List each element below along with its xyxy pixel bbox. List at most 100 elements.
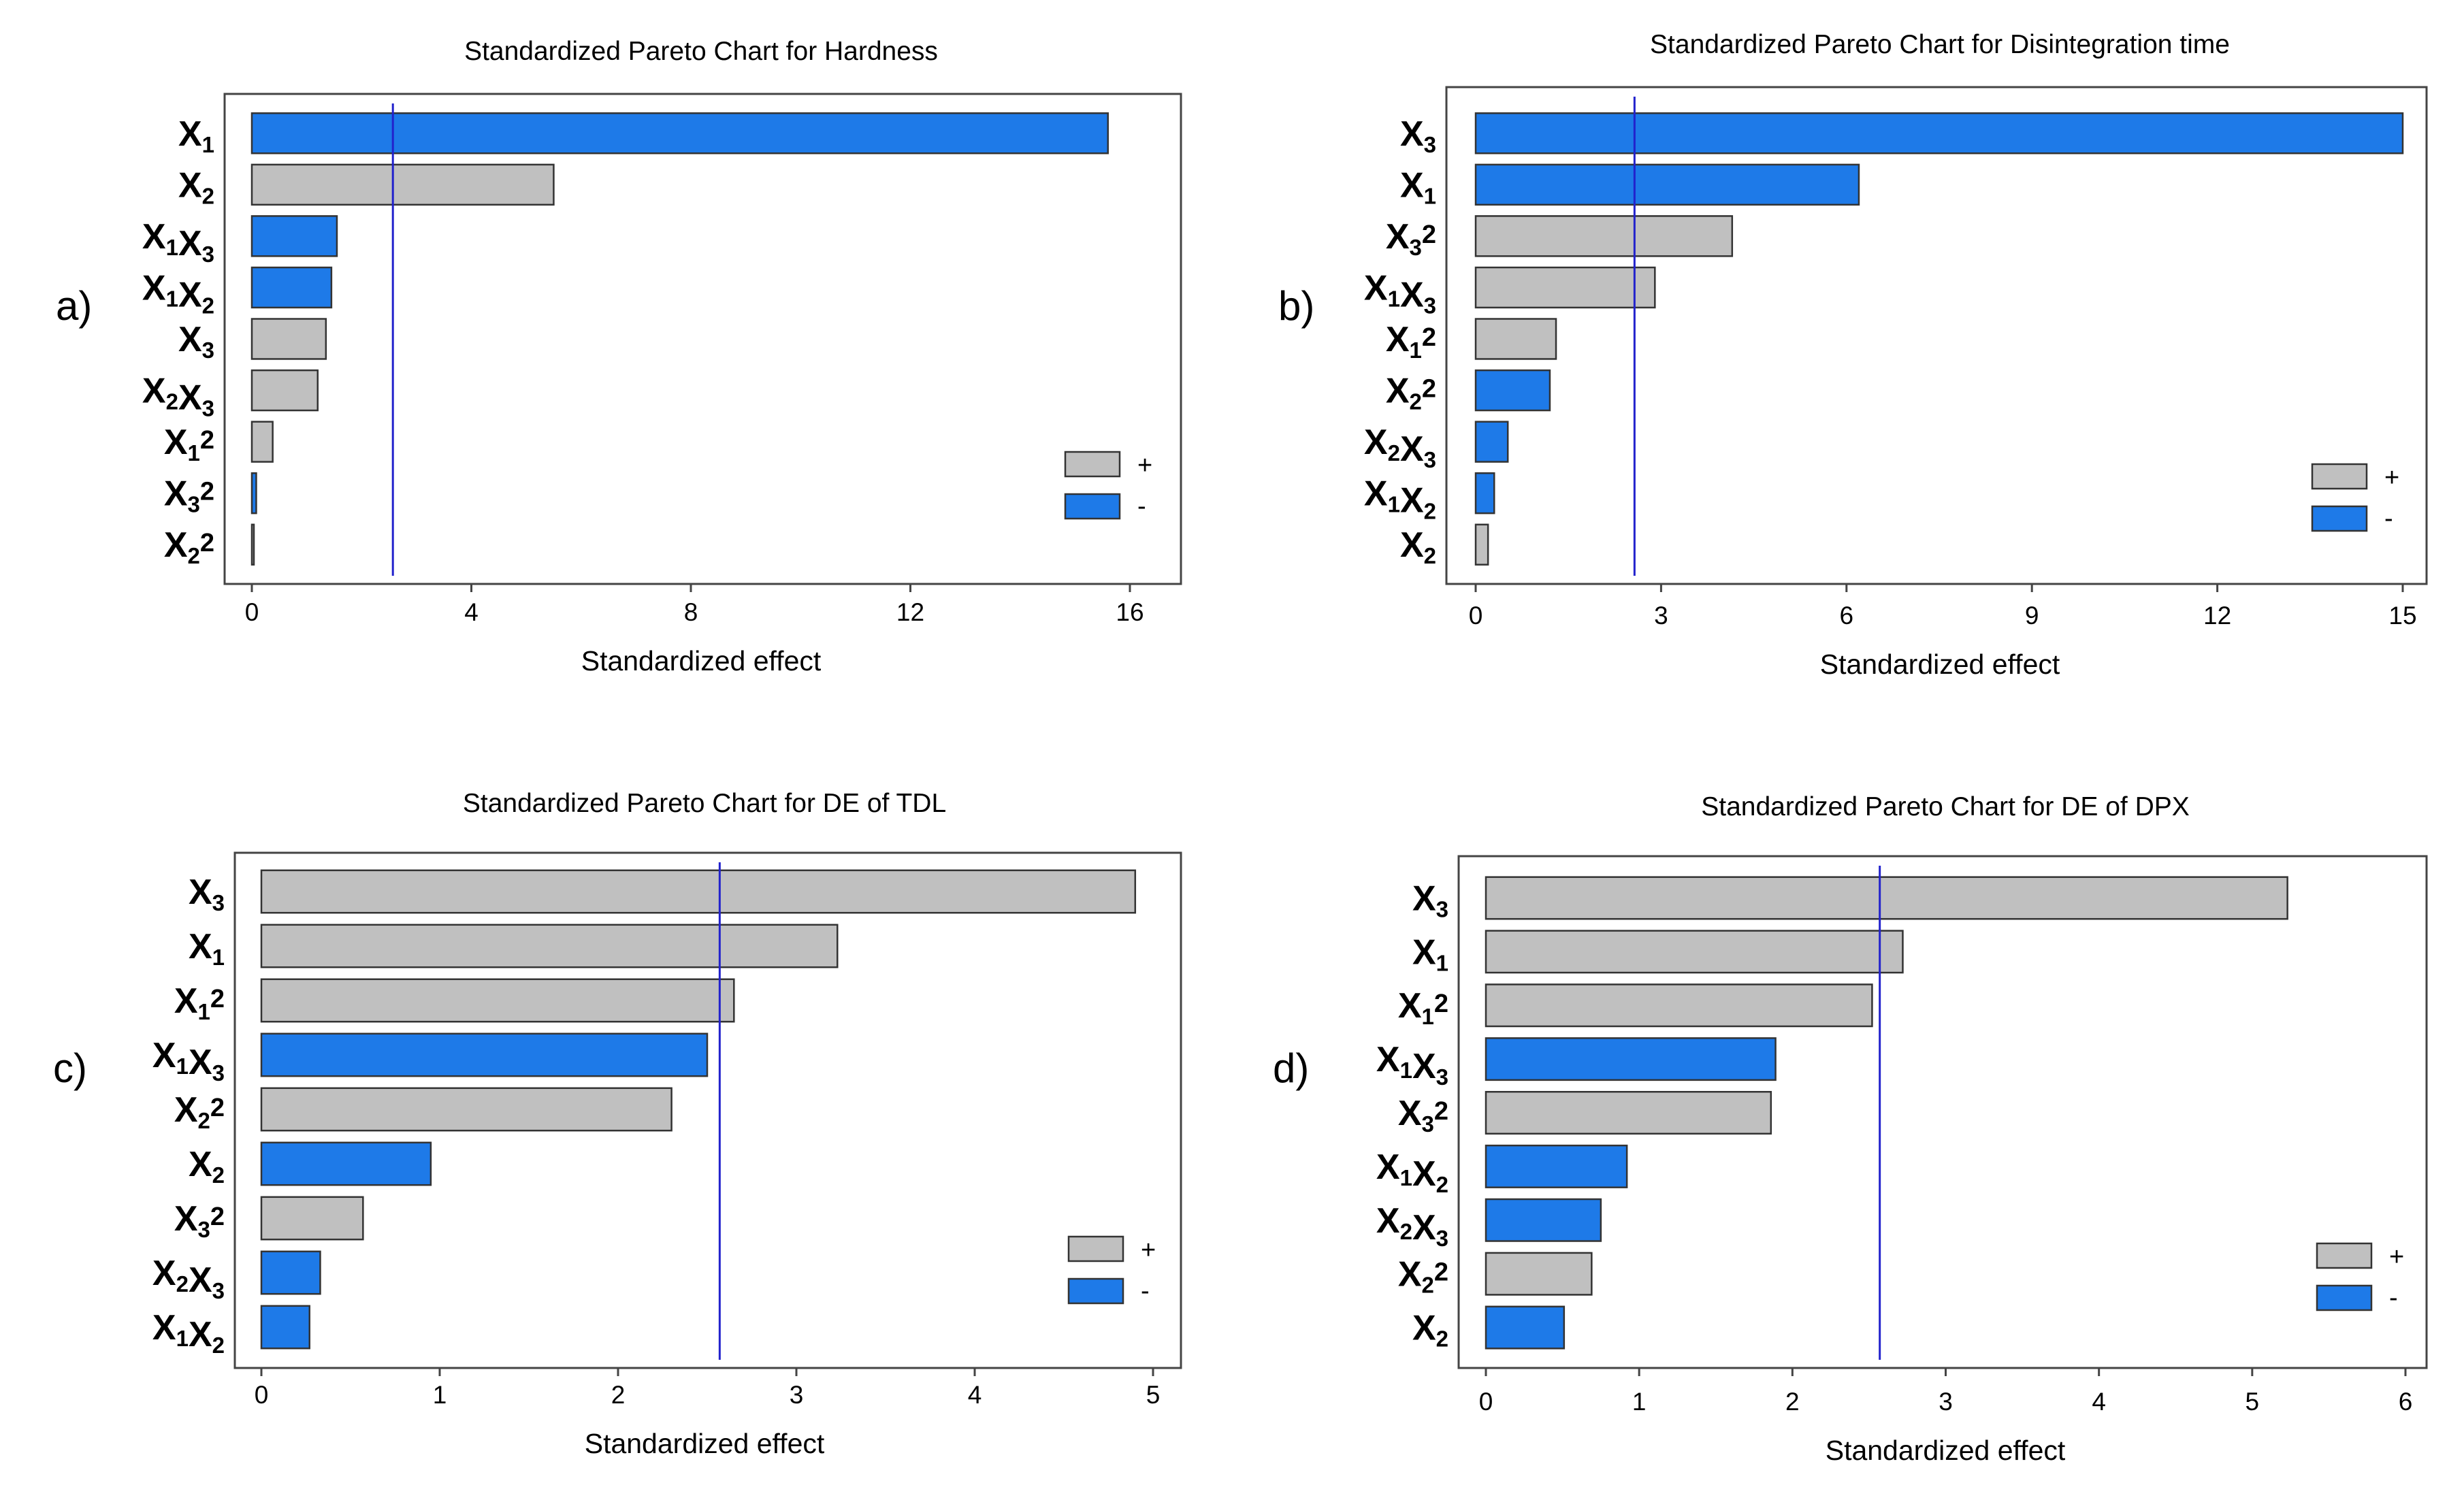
category-label: X12 [1398, 986, 1448, 1029]
chart-title: Standardized Pareto Chart for Disintegra… [1650, 30, 2230, 59]
legend-swatch-positive [1064, 451, 1121, 478]
bar-X1sq2 [260, 978, 735, 1023]
category-label: X1X3 [1364, 268, 1436, 318]
x-tick-label: 0 [1469, 602, 1483, 630]
category-label: X32 [174, 1199, 225, 1242]
x-tick-label: 15 [2388, 602, 2416, 630]
legend-swatch-negative [1064, 493, 1121, 520]
category-label: X12 [1386, 320, 1436, 363]
bar-X1X2 [1474, 472, 1495, 515]
bar-X2 [1474, 523, 1489, 566]
bar-X2X3 [260, 1250, 321, 1295]
category-label: X1X2 [1376, 1147, 1448, 1197]
bar-X2X3 [1485, 1198, 1602, 1242]
category-label: X3 [178, 320, 214, 363]
category-label: X1 [1412, 932, 1448, 975]
category-label: X1X2 [152, 1308, 225, 1358]
bar-X3 [250, 318, 327, 360]
bar-X3 [260, 869, 1137, 914]
x-tick-label: 0 [245, 598, 259, 626]
category-label: X2X3 [142, 372, 214, 421]
bar-X2sq2 [1474, 369, 1551, 412]
bar-X2 [250, 163, 555, 206]
legend-swatch-negative [1067, 1277, 1124, 1305]
legend-swatch-positive [2316, 1242, 2373, 1269]
bar-X1X2 [260, 1305, 310, 1350]
bar-X3sq2 [260, 1196, 364, 1241]
legend-label-negative: - [1137, 492, 1146, 521]
category-label: X32 [1398, 1094, 1448, 1137]
chart-de-dpx: Standardized Pareto Chart for DE of DPX d… [1273, 792, 2428, 1466]
legend-label-negative: - [2384, 504, 2393, 533]
bar-X1X3 [1474, 266, 1656, 309]
chart-title: Standardized Pareto Chart for DE of DPX [1701, 792, 2190, 821]
x-tick-label: 5 [2246, 1388, 2260, 1416]
x-tick-label: 3 [1939, 1388, 1953, 1416]
category-label: X1X3 [1376, 1040, 1448, 1090]
x-tick-label: 0 [255, 1381, 269, 1409]
legend-label-positive: + [1141, 1236, 1156, 1265]
x-tick-label: 9 [2025, 602, 2039, 630]
bar-X2X3 [250, 369, 319, 412]
category-label: X22 [164, 525, 214, 568]
x-tick-label: 0 [1479, 1388, 1493, 1416]
legend-label-negative: - [1141, 1277, 1150, 1305]
legend: +- [2316, 1242, 2404, 1312]
bar-X1 [1485, 930, 1904, 974]
category-label: X1X3 [152, 1036, 225, 1086]
chart-de-tdl: Standardized Pareto Chart for DE of TDL c… [53, 789, 1182, 1459]
chart-title: Standardized Pareto Chart for Hardness [464, 37, 938, 66]
plot-frame [233, 851, 1182, 1369]
x-tick-label: 3 [1654, 602, 1668, 630]
x-tick-label: 6 [1840, 602, 1854, 630]
category-label: X3 [1412, 879, 1448, 922]
x-tick-label: 5 [1146, 1381, 1161, 1409]
bar-X2sq2 [250, 523, 255, 566]
x-tick-label: 6 [2399, 1388, 2413, 1416]
plot-frame [223, 93, 1182, 585]
bar-X1sq2 [1474, 318, 1557, 360]
bar-X1 [1474, 163, 1860, 206]
legend-label-positive: + [2389, 1243, 2404, 1271]
category-label: X2 [1400, 525, 1436, 568]
legend-swatch-positive [2311, 463, 2368, 490]
category-label: X1X2 [1364, 474, 1436, 524]
x-tick-label: 1 [1632, 1388, 1647, 1416]
x-tick-label: 4 [464, 598, 479, 626]
x-tick-label: 2 [611, 1381, 626, 1409]
bar-X1X3 [260, 1032, 709, 1077]
chart-title: Standardized Pareto Chart for DE of TDL [463, 789, 946, 818]
category-label: X22 [174, 1090, 225, 1133]
category-label: X2 [1412, 1309, 1448, 1352]
x-axis-label: Standardized effect [585, 1428, 825, 1459]
chart-disintegration: Standardized Pareto Chart for Disintegra… [1278, 30, 2428, 680]
bar-X1sq2 [1485, 983, 1873, 1028]
bar-X1 [260, 924, 839, 968]
bar-X1 [250, 112, 1109, 154]
bar-X2sq2 [260, 1087, 672, 1132]
x-tick-label: 12 [2203, 602, 2231, 630]
category-label: X3 [189, 873, 225, 915]
category-label: X2X3 [1364, 423, 1436, 472]
category-label: X12 [174, 981, 225, 1024]
category-label: X1X3 [142, 217, 214, 267]
category-label: X1 [1400, 165, 1436, 208]
x-axis-label: Standardized effect [1826, 1435, 2066, 1466]
category-label: X1 [189, 927, 225, 970]
category-label: X32 [1386, 217, 1436, 260]
legend: +- [1067, 1235, 1156, 1305]
bar-X3 [1474, 112, 2404, 154]
x-tick-label: 3 [790, 1381, 804, 1409]
chart-hardness: Standardized Pareto Chart for Hardness a)… [56, 37, 1182, 676]
x-tick-label: 1 [433, 1381, 447, 1409]
x-axis-label: Standardized effect [581, 645, 822, 676]
category-label: X2X3 [1376, 1201, 1448, 1251]
bar-X1sq2 [250, 421, 274, 463]
x-axis-label: Standardized effect [1820, 649, 2060, 680]
category-label: X1 [178, 114, 214, 157]
plot-frame [1445, 86, 2428, 585]
panel-label: a) [56, 283, 92, 329]
bar-X3sq2 [250, 472, 257, 515]
bar-X3sq2 [1485, 1090, 1772, 1135]
category-label: X2 [178, 165, 214, 208]
